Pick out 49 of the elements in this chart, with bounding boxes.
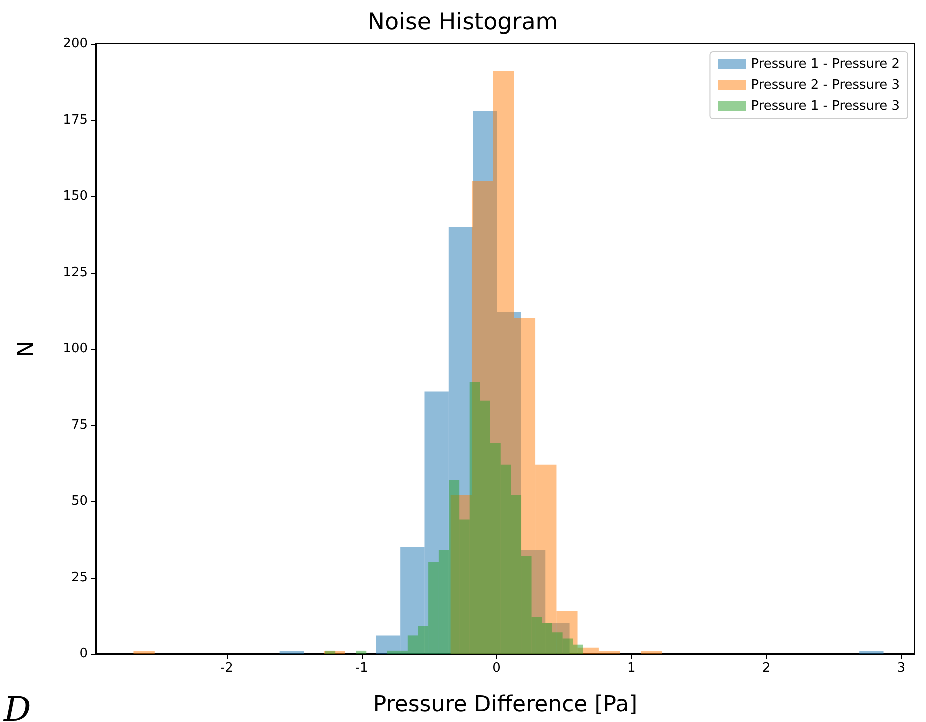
bar: [356, 650, 367, 654]
y-tick-label: 100: [63, 342, 88, 356]
bar: [490, 444, 501, 654]
x-tick-label: -2: [220, 661, 234, 676]
bar: [470, 382, 480, 654]
bar: [641, 650, 662, 654]
bar: [408, 636, 418, 654]
bar: [480, 400, 490, 654]
bar: [387, 650, 398, 654]
bar: [542, 624, 552, 654]
y-axis-title: N: [14, 340, 40, 358]
bar: [418, 626, 429, 654]
legend-label: Pressure 2 - Pressure 3: [751, 78, 900, 93]
bar: [860, 650, 884, 654]
bar: [449, 480, 460, 654]
bar: [460, 520, 470, 654]
y-tick-label: 125: [63, 265, 88, 280]
bar: [562, 638, 574, 654]
bar: [398, 650, 408, 654]
x-tick-label: 3: [897, 661, 906, 676]
y-tick-label: 25: [71, 570, 88, 586]
legend-label: Pressure 1 - Pressure 2: [751, 57, 900, 72]
bar: [428, 562, 439, 654]
y-tick-label: 200: [63, 36, 88, 52]
y-tick-label: 150: [63, 189, 88, 204]
x-tick-label: 1: [628, 661, 636, 676]
bar: [552, 632, 563, 654]
bar: [438, 550, 450, 654]
bar: [134, 650, 155, 654]
bar: [376, 636, 401, 654]
bar: [598, 650, 620, 654]
legend-label: Pressure 1 - Pressure 3: [751, 99, 900, 114]
y-tick-label: 50: [71, 494, 88, 509]
y-tick-label: 175: [63, 112, 88, 128]
bar: [522, 556, 532, 654]
text: D: [4, 690, 32, 722]
x-tick-label: -1: [355, 661, 368, 676]
chart-title: Noise Histogram: [368, 10, 558, 36]
x-axis-title: Pressure Difference [Pa]: [373, 692, 638, 718]
x-tick-label: 2: [762, 661, 771, 676]
bar: [280, 650, 304, 654]
y-tick-label: 75: [71, 418, 88, 433]
bar: [511, 495, 522, 654]
x-tick-label: 0: [492, 661, 501, 676]
bar: [532, 617, 542, 654]
bar: [500, 464, 512, 654]
bar: [573, 644, 584, 654]
y-tick-label: 0: [80, 646, 88, 662]
bar: [325, 650, 336, 654]
